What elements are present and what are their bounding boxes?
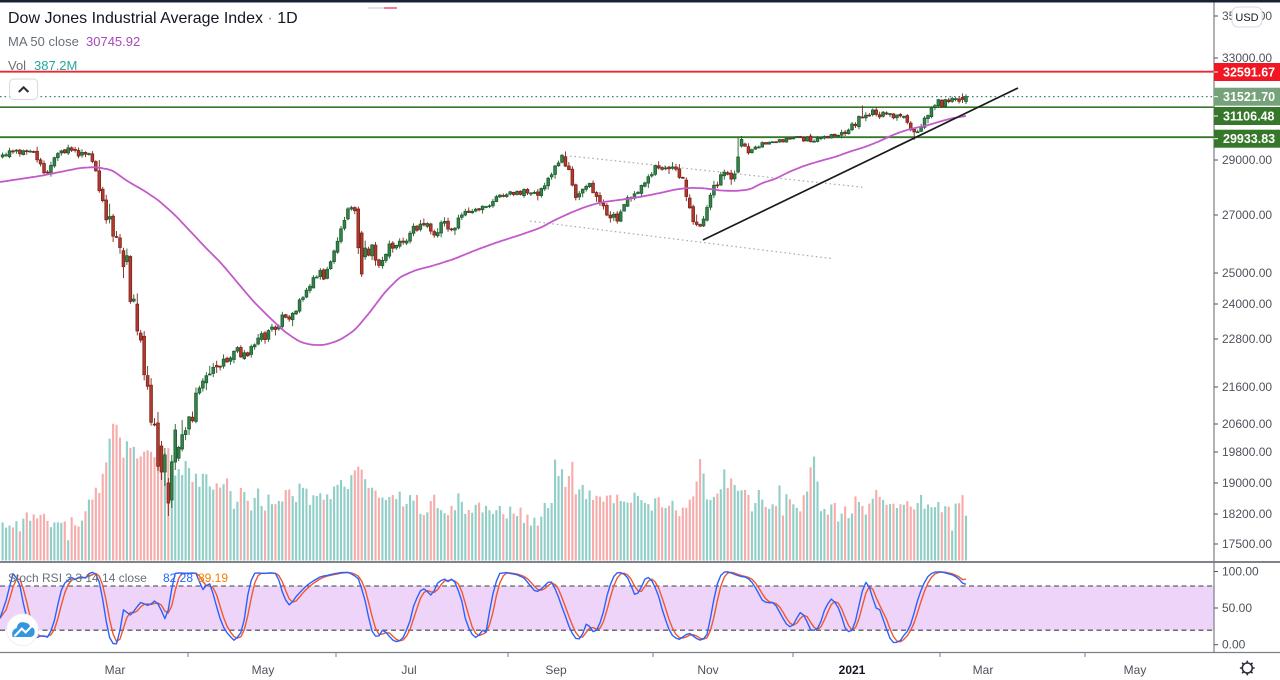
svg-text:32591.67: 32591.67	[1223, 66, 1275, 80]
svg-text:27000.00: 27000.00	[1222, 208, 1272, 222]
svg-text:19000.00: 19000.00	[1222, 476, 1272, 490]
svg-text:18200.00: 18200.00	[1222, 507, 1272, 521]
svg-text:89.19: 89.19	[198, 571, 228, 585]
svg-text:Jul: Jul	[401, 663, 416, 677]
svg-text:30745.92: 30745.92	[86, 34, 140, 49]
svg-text:21600.00: 21600.00	[1222, 380, 1272, 394]
svg-text:May: May	[1124, 663, 1147, 677]
svg-text:Mar: Mar	[973, 663, 994, 677]
svg-text:MA 50 close: MA 50 close	[8, 34, 79, 49]
svg-text:31521.70: 31521.70	[1223, 90, 1275, 104]
svg-text:387.2M: 387.2M	[34, 58, 77, 73]
svg-text:Dow Jones Industrial Average I: Dow Jones Industrial Average Index · 1D	[8, 10, 298, 27]
svg-text:Vol: Vol	[8, 58, 26, 73]
svg-text:20600.00: 20600.00	[1222, 417, 1272, 431]
svg-text:17500.00: 17500.00	[1222, 537, 1272, 551]
svg-text:19800.00: 19800.00	[1222, 445, 1272, 459]
svg-text:50.00: 50.00	[1222, 601, 1252, 615]
svg-text:May: May	[252, 663, 275, 677]
svg-text:Mar: Mar	[105, 663, 126, 677]
svg-text:31106.48: 31106.48	[1223, 110, 1274, 124]
svg-text:USD: USD	[1235, 12, 1258, 24]
svg-text:24000.00: 24000.00	[1222, 297, 1272, 311]
svg-text:Stoch RSI 3 3 14 14 close: Stoch RSI 3 3 14 14 close	[8, 571, 147, 585]
svg-text:Nov: Nov	[697, 663, 718, 677]
svg-text:25000.00: 25000.00	[1222, 266, 1272, 280]
svg-text:Sep: Sep	[545, 663, 567, 677]
svg-text:0.00: 0.00	[1222, 638, 1246, 652]
svg-text:29933.83: 29933.83	[1223, 132, 1275, 146]
svg-text:100.00: 100.00	[1222, 565, 1259, 579]
svg-text:2021: 2021	[839, 663, 866, 677]
svg-text:29000.00: 29000.00	[1222, 153, 1272, 167]
svg-text:33000.00: 33000.00	[1222, 51, 1272, 65]
svg-text:22800.00: 22800.00	[1222, 332, 1272, 346]
svg-text:82.28: 82.28	[163, 571, 193, 585]
